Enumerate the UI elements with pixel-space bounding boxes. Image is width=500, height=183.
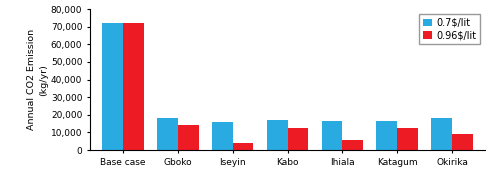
Bar	[397, 128, 418, 150]
Bar	[288, 128, 308, 150]
Bar	[232, 143, 254, 150]
Legend: 0.7$/lit, 0.96$/lit: 0.7$/lit, 0.96$/lit	[418, 14, 480, 44]
Bar	[322, 121, 342, 150]
Bar	[266, 120, 287, 150]
Y-axis label: Annual CO2 Emission
(kg/yr): Annual CO2 Emission (kg/yr)	[28, 29, 48, 130]
Bar	[178, 124, 199, 150]
Bar	[452, 134, 473, 150]
Bar	[102, 23, 123, 150]
Bar	[342, 140, 363, 150]
Bar	[376, 121, 397, 150]
Bar	[157, 118, 178, 150]
Bar	[431, 118, 452, 150]
Bar	[123, 23, 144, 150]
Bar	[212, 122, 233, 150]
